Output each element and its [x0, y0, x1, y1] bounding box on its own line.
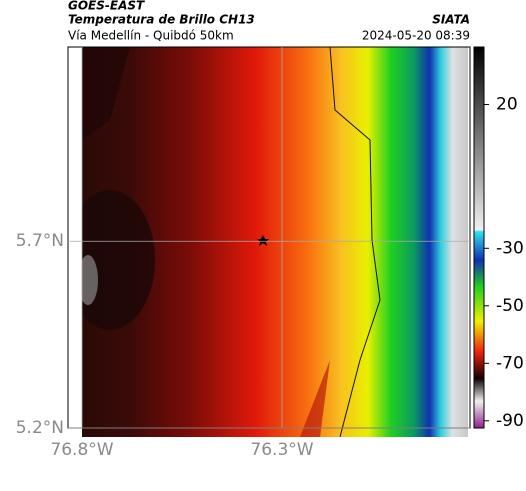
- location-marker: [257, 235, 269, 246]
- satellite-image: [82, 47, 468, 437]
- lat-tick-label: 5.7°N: [16, 231, 64, 251]
- lon-tick-label: 76.8°W: [50, 440, 113, 460]
- organization: SIATA: [432, 13, 470, 27]
- colorbar-tick-label: -50: [496, 296, 524, 316]
- colorbar-tick-label: -30: [496, 238, 524, 258]
- colorbar-tick-label: -70: [496, 353, 524, 373]
- colorbar-tick-label: -90: [496, 411, 524, 431]
- colorbar: [473, 46, 485, 429]
- lat-tick-label: 5.2°N: [16, 418, 64, 438]
- timestamp: 2024-05-20 08:39: [362, 29, 470, 43]
- colorbar-tick-label: 20: [496, 95, 518, 115]
- title: Temperatura de Brillo CH13: [68, 13, 255, 27]
- lon-tick-label: 76.3°W: [250, 440, 313, 460]
- source: GOES-EAST: [68, 0, 145, 13]
- subtitle: Vía Medellín - Quibdó 50km: [68, 29, 234, 43]
